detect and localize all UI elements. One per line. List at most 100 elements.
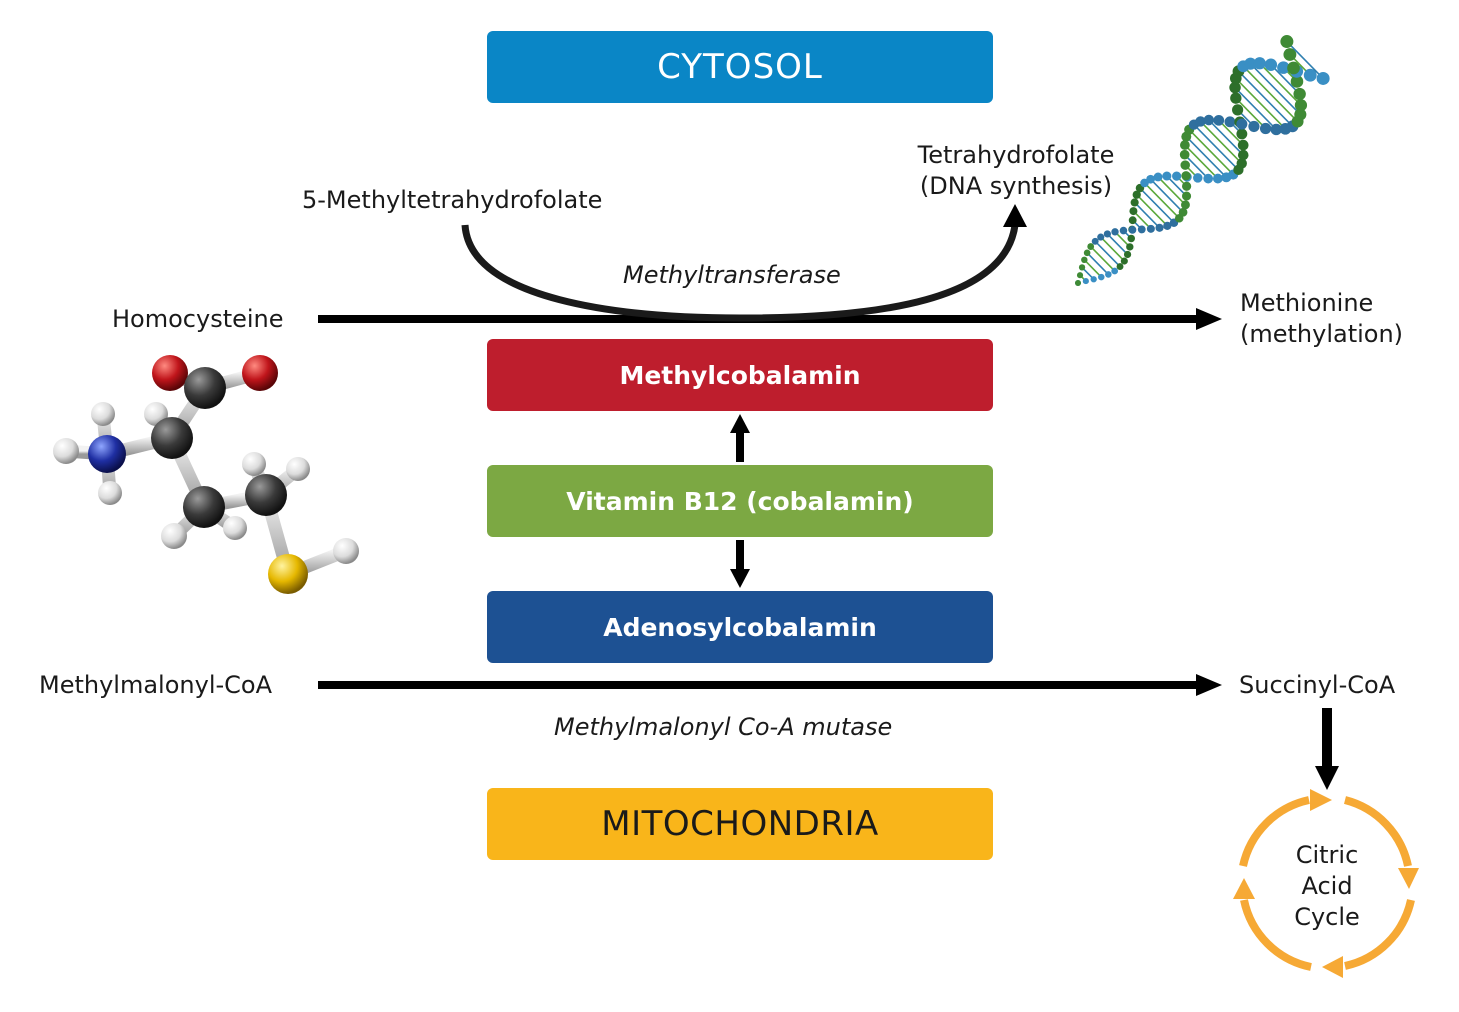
dna-nucleotide — [1179, 140, 1190, 150]
cytosol-label: CYTOSOL — [657, 47, 823, 87]
tetrahydrofolate-label: Tetrahydrofolate (DNA synthesis) — [893, 140, 1139, 202]
dna-nucleotide — [1303, 68, 1317, 82]
dna-nucleotide — [1078, 264, 1086, 271]
dna-nucleotide — [1105, 271, 1112, 278]
methionine-label: Methionine (methylation) — [1240, 288, 1403, 350]
dna-nucleotide — [1076, 272, 1084, 279]
dna-nucleotide — [1182, 181, 1192, 191]
dna-nucleotide — [1259, 122, 1272, 135]
dna-nucleotide — [1181, 171, 1191, 181]
methionine-label-line1: Methionine — [1240, 289, 1374, 317]
dna-rung — [1234, 86, 1277, 131]
dna-nucleotide — [1253, 57, 1266, 70]
dna-rung — [1218, 119, 1244, 146]
dna-nucleotide — [1103, 230, 1111, 238]
vitamin-b12-box: Vitamin B12 (cobalamin) — [487, 465, 993, 537]
dna-rung — [1143, 182, 1180, 219]
dna-rung — [1166, 175, 1188, 197]
dna-nucleotide — [1294, 108, 1307, 121]
dna-rung — [1132, 210, 1152, 230]
tetrahydrofolate-label-line2: (DNA synthesis) — [919, 172, 1113, 200]
dna-nucleotide — [1237, 139, 1249, 151]
dna-rung — [1139, 187, 1175, 224]
tetrahydrofolate-label-line1: Tetrahydrofolate — [917, 141, 1115, 169]
dna-nucleotide — [1277, 61, 1290, 74]
dna-nucleotide — [1162, 171, 1172, 181]
dna-rung — [1185, 136, 1227, 178]
cytosol-banner: CYTOSOL — [487, 31, 993, 103]
dna-nucleotide — [1280, 35, 1294, 49]
dna-rung — [1188, 129, 1234, 176]
dna-nucleotide — [1172, 171, 1182, 181]
mitochondria-label: MITOCHONDRIA — [601, 804, 879, 844]
dna-nucleotide — [1123, 250, 1132, 259]
dna-nucleotide — [1111, 267, 1119, 275]
dna-nucleotide — [1316, 71, 1330, 85]
citric-acid-cycle-ring — [1239, 796, 1415, 971]
dna-nucleotide — [1182, 191, 1192, 201]
dna-nucleotide — [1230, 92, 1242, 104]
dna-nucleotide — [1098, 273, 1105, 281]
dna-nucleotide — [1270, 123, 1282, 136]
dna-nucleotide — [1290, 75, 1304, 88]
dna-rung — [1136, 194, 1168, 227]
dna-nucleotide — [1120, 257, 1128, 265]
dna-rung — [1086, 252, 1109, 275]
dna-rung — [1157, 176, 1187, 206]
mutase-label: Methylmalonyl Co-A mutase — [554, 713, 893, 741]
dna-nucleotide — [1111, 228, 1119, 236]
dna-nucleotide — [1229, 81, 1241, 94]
succinyl-to-cycle-arrow — [1315, 708, 1339, 790]
dna-nucleotide — [1248, 120, 1260, 133]
dna-nucleotide — [1130, 198, 1139, 207]
dna-nucleotide — [1129, 207, 1138, 216]
methylcobalamin-label: Methylcobalamin — [619, 360, 861, 390]
dna-nucleotide — [1181, 200, 1190, 210]
dna-nucleotide — [1097, 233, 1105, 241]
b12-to-adenosylcobalamin-arrow — [730, 540, 750, 588]
dna-nucleotide — [1146, 224, 1155, 233]
citric-acid-cycle-arrowheads — [1233, 789, 1419, 978]
dna-nucleotide — [1087, 243, 1095, 250]
dna-rung — [1199, 120, 1243, 164]
dna-rung — [1208, 119, 1244, 156]
methylcobalamin-box: Methylcobalamin — [487, 339, 993, 411]
dna-nucleotide — [1232, 104, 1244, 116]
dna-rung — [1100, 236, 1125, 262]
dna-nucleotide — [1193, 173, 1203, 183]
dna-rung — [1150, 178, 1184, 213]
dna-nucleotide — [1119, 226, 1128, 235]
dna-rung — [1083, 259, 1102, 278]
dna-rung — [1237, 70, 1294, 127]
mitochondria-banner: MITOCHONDRIA — [487, 788, 993, 860]
dna-nucleotide — [1283, 48, 1297, 61]
dna-rung — [1184, 154, 1209, 180]
methylmalonyl-to-succinyl-arrow — [318, 674, 1222, 696]
dna-nucleotide — [1203, 173, 1214, 184]
dna-nucleotide — [1294, 99, 1308, 112]
adenosylcobalamin-box: Adenosylcobalamin — [487, 591, 993, 663]
homocysteine-label: Homocysteine — [112, 305, 284, 333]
dna-nucleotide — [1126, 243, 1134, 251]
dna-nucleotide — [1163, 221, 1172, 230]
dna-rung — [1090, 246, 1116, 272]
dna-nucleotide — [1146, 174, 1155, 184]
cycle-label-line3: Cycle — [1294, 903, 1360, 931]
dna-nucleotide — [1212, 173, 1223, 184]
dna-rung — [1235, 97, 1267, 130]
methyltetrahydrofolate-label: 5-Methyltetrahydrofolate — [302, 186, 603, 214]
dna-nucleotide — [1153, 172, 1163, 182]
dna-nucleotide — [1178, 207, 1188, 217]
succinyl-coa-label: Succinyl-CoA — [1239, 671, 1396, 699]
dna-nucleotide — [1091, 237, 1099, 245]
dna-rung — [1193, 124, 1239, 171]
dna-nucleotide — [1236, 128, 1248, 140]
dna-nucleotide — [1155, 223, 1164, 232]
dna-nucleotide — [1236, 118, 1248, 130]
dna-nucleotide — [1081, 256, 1088, 264]
cycle-label-line1: Citric — [1295, 841, 1359, 869]
dna-rung — [1259, 62, 1302, 106]
dna-nucleotide — [1293, 87, 1306, 101]
dna-rung — [1106, 233, 1129, 256]
dna-nucleotide — [1082, 278, 1089, 285]
